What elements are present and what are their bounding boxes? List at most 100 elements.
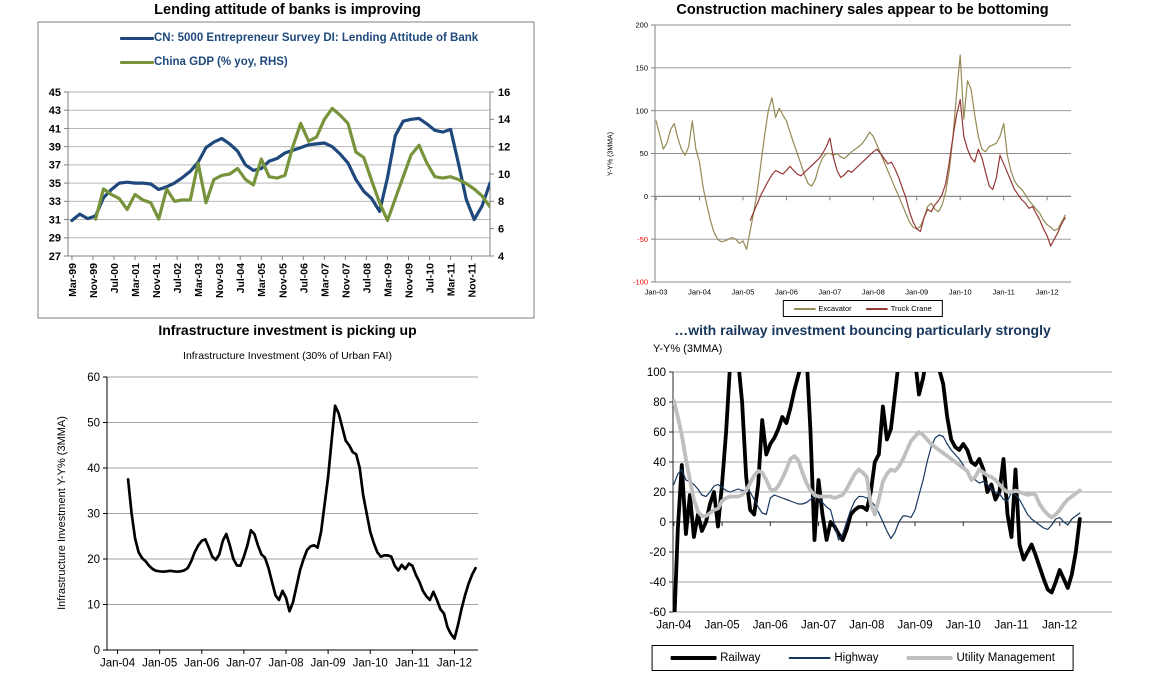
utility-line-swatch-icon	[906, 656, 953, 660]
chart-infrastructure-investment: Infrastructure investment is picking up …	[0, 320, 575, 678]
x-tick-label: Jan-11	[992, 288, 1014, 297]
x-tick-label: Jul-00	[109, 263, 121, 294]
x-tick-label: Jul-06	[298, 263, 310, 294]
x-tick-label: Jan-12	[1042, 620, 1077, 632]
x-tick-label: Jan-07	[801, 620, 836, 632]
y-tick-label: -100	[633, 278, 648, 287]
chart-title-machinery: Construction machinery sales appear to b…	[676, 2, 1049, 18]
y-tick-label: 10	[87, 600, 100, 612]
legend-label-gdp: China GDP (% yoy, RHS)	[154, 56, 288, 68]
x-tick-label: Jan-10	[353, 658, 388, 670]
series-line-railway	[673, 372, 1082, 612]
x-tick-label: Jan-09	[905, 288, 928, 297]
y-tick-label: -50	[637, 235, 648, 244]
x-tick-label: Jan-08	[849, 620, 884, 632]
y-tick-label: 50	[87, 418, 100, 430]
y-tick-label: 37	[49, 160, 61, 172]
x-tick-label: Mar-05	[256, 263, 268, 297]
legend-label-truck-crane: Truck Crane	[890, 304, 932, 313]
y-tick-label: 0	[644, 192, 648, 201]
railway-line-swatch-icon	[670, 656, 717, 660]
x-tick-label: Jan-12	[437, 658, 472, 670]
x-tick-label: Jul-10	[425, 263, 437, 294]
y2-tick-label: 10	[498, 169, 510, 181]
infrastructure-subtitle: Infrastructure Investment (30% of Urban …	[183, 350, 392, 362]
chart-lending-attitude: Lending attitude of banks is improving 2…	[0, 0, 575, 320]
y-tick-label: 200	[635, 21, 648, 30]
truck-crane-line-swatch-icon	[865, 307, 888, 310]
y2-tick-label: 16	[498, 87, 510, 99]
x-tick-label: Jan-04	[656, 620, 692, 632]
x-tick-label: Jan-06	[775, 288, 798, 297]
y-tick-label: -60	[649, 607, 666, 619]
y-tick-label: 27	[49, 251, 61, 263]
y-tick-label: 29	[49, 233, 61, 245]
x-tick-label: Jan-05	[704, 620, 739, 632]
y2-tick-label: 14	[498, 114, 511, 126]
y2-tick-label: 4	[498, 251, 505, 263]
x-tick-label: Mar-11	[446, 263, 458, 296]
x-tick-label: Jan-06	[184, 658, 219, 670]
legend-item-highway: Highway	[788, 652, 878, 664]
x-tick-label: Mar-09	[382, 263, 394, 297]
x-tick-label: Nov-05	[277, 263, 289, 298]
lending-legend: CN: 5000 Entrepreneur Survey DI: Lending…	[120, 31, 478, 79]
x-tick-label: Mar-99	[67, 263, 79, 297]
y-tick-label: 39	[49, 142, 61, 154]
chart-frame	[37, 21, 535, 319]
x-tick-label: Mar-07	[319, 263, 331, 297]
y2-tick-label: 6	[498, 224, 504, 236]
series-line-truck-crane	[749, 98, 1066, 247]
x-tick-label: Jan-04	[688, 288, 711, 297]
railway-legend: Railway Highway Utility Management	[651, 645, 1074, 671]
y-tick-label: 20	[87, 554, 100, 566]
chart-construction-machinery: Construction machinery sales appear to b…	[575, 0, 1150, 320]
y-tick-label: 20	[653, 487, 666, 499]
x-tick-label: Nov-99	[88, 263, 100, 298]
legend-item-truck-crane: Truck Crane	[865, 304, 932, 313]
railway-chart-canvas: -60 -40 -20 0 20 40 60 80 100 Jan-04 Jan-05 Jan-06 J…	[647, 367, 1112, 632]
chart-title-infrastructure: Infrastructure investment is picking up	[158, 322, 417, 338]
legend-label-highway: Highway	[834, 652, 879, 664]
infrastructure-chart-canvas: 0 10 20 30 40 50 60 Jan-04 Jan-05 Jan-06 Jan-07 Jan…	[87, 372, 478, 670]
x-tick-label: Mar-01	[130, 263, 142, 297]
x-tick-label: Jan-05	[142, 658, 177, 670]
y-tick-label: 45	[49, 87, 61, 99]
machinery-chart-canvas: -100 -50 0 50 100 150 200 Jan-03 Jan-04 Jan-05 Jan…	[633, 21, 1071, 297]
y-tick-label: 80	[653, 397, 666, 409]
legend-item-survey: CN: 5000 Entrepreneur Survey DI: Lending…	[120, 31, 478, 45]
y-tick-label: 60	[87, 372, 100, 384]
chart-title-lending: Lending attitude of banks is improving	[154, 2, 421, 18]
y-tick-label: 40	[87, 463, 100, 475]
excavator-line-swatch-icon	[793, 307, 816, 310]
x-tick-label: Jan-09	[311, 658, 346, 670]
y-tick-label: 41	[49, 123, 61, 135]
y-tick-label: 33	[49, 196, 61, 208]
x-tick-label: Nov-01	[151, 263, 163, 298]
x-tick-label: Nov-09	[403, 263, 415, 298]
y-tick-label: 31	[49, 214, 61, 226]
y-tick-label: -40	[649, 577, 666, 589]
x-tick-label: Jan-03	[645, 288, 668, 297]
x-tick-label: Jan-05	[732, 288, 755, 297]
x-tick-label: Jan-10	[946, 620, 981, 632]
chart-railway-investment: …with railway investment bouncing partic…	[575, 320, 1150, 678]
x-tick-label: Nov-03	[214, 263, 226, 298]
series-line-excavator	[655, 54, 1066, 250]
x-tick-label: Jan-09	[897, 620, 932, 632]
y-tick-label: 30	[87, 509, 100, 521]
y-tick-label: 43	[49, 105, 61, 117]
y-tick-label: 150	[635, 63, 648, 72]
x-tick-label: Mar-03	[193, 263, 205, 297]
x-tick-label: Jul-02	[172, 263, 184, 294]
legend-label-excavator: Excavator	[818, 304, 852, 313]
y-tick-label: 40	[653, 457, 666, 469]
x-tick-label: Jan-06	[753, 620, 788, 632]
x-tick-label: Jan-11	[395, 658, 429, 670]
x-tick-label: Jan-10	[949, 288, 972, 297]
legend-item-railway: Railway	[670, 652, 760, 664]
y-tick-label: 100	[635, 106, 648, 115]
y2-tick-label: 12	[498, 142, 510, 154]
x-tick-label: Jan-08	[268, 658, 303, 670]
legend-item-utility: Utility Management	[906, 652, 1055, 664]
